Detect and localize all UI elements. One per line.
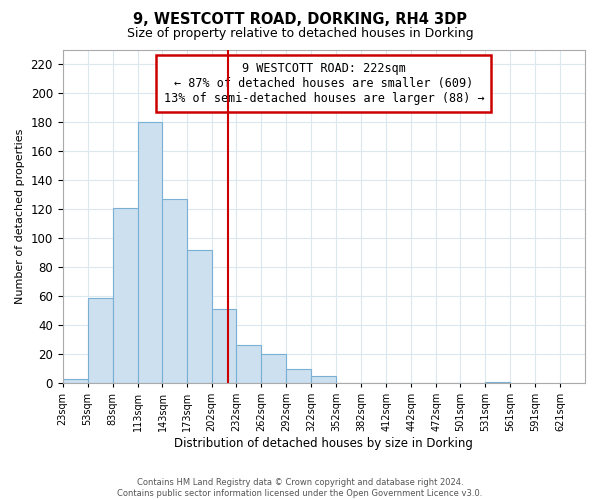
Text: 9, WESTCOTT ROAD, DORKING, RH4 3DP: 9, WESTCOTT ROAD, DORKING, RH4 3DP [133,12,467,28]
Bar [163,199,187,383]
Bar [137,122,163,383]
Text: Contains HM Land Registry data © Crown copyright and database right 2024.
Contai: Contains HM Land Registry data © Crown c… [118,478,482,498]
X-axis label: Distribution of detached houses by size in Dorking: Distribution of detached houses by size … [175,437,473,450]
Text: Size of property relative to detached houses in Dorking: Size of property relative to detached ho… [127,28,473,40]
Bar [485,382,510,383]
Bar [88,298,113,383]
Text: 9 WESTCOTT ROAD: 222sqm
← 87% of detached houses are smaller (609)
13% of semi-d: 9 WESTCOTT ROAD: 222sqm ← 87% of detache… [164,62,484,104]
Bar [187,250,212,383]
Bar [212,309,236,383]
Bar [62,378,88,383]
Bar [113,208,137,383]
Bar [262,354,286,383]
Y-axis label: Number of detached properties: Number of detached properties [15,129,25,304]
Bar [236,346,262,383]
Bar [286,368,311,383]
Bar [311,376,337,383]
